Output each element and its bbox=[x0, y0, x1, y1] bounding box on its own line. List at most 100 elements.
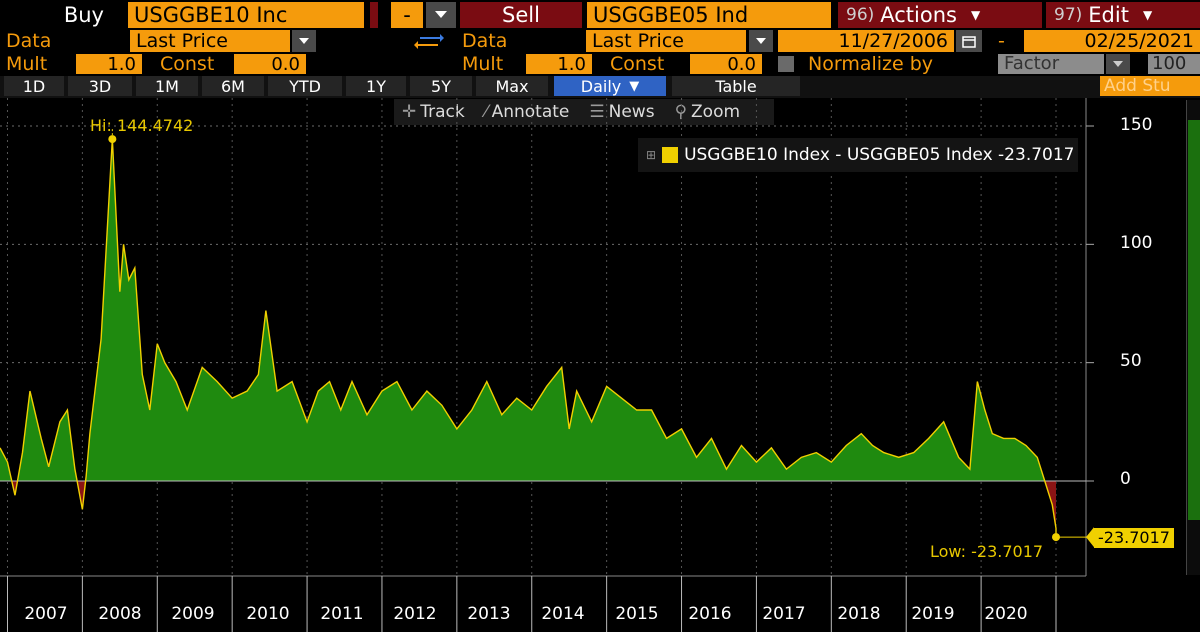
normalize-label: Normalize by bbox=[808, 53, 934, 75]
frequency-select[interactable]: Daily ▼ bbox=[554, 76, 666, 96]
calendar-icon[interactable] bbox=[956, 30, 982, 52]
data-select-right[interactable]: Last Price bbox=[586, 30, 746, 52]
normalize-select[interactable]: Factor bbox=[998, 54, 1104, 74]
const-input-left[interactable]: 0.0 bbox=[234, 54, 306, 74]
series-line bbox=[0, 139, 1057, 538]
normalize-checkbox[interactable] bbox=[778, 56, 794, 72]
y-tick-label: 0 bbox=[1120, 469, 1131, 489]
last-value-pointer bbox=[1086, 527, 1094, 548]
edit-menu[interactable]: 97) Edit ▼ bbox=[1046, 2, 1200, 28]
swap-icon[interactable] bbox=[414, 30, 444, 52]
mult-input-right[interactable]: 1.0 bbox=[526, 54, 592, 74]
table-button[interactable]: Table bbox=[672, 76, 800, 96]
data-select-left[interactable]: Last Price bbox=[130, 30, 290, 52]
chevron-down-icon bbox=[435, 11, 447, 18]
news-tool[interactable]: ☰ News bbox=[589, 102, 654, 122]
x-tick-label: 2009 bbox=[171, 604, 215, 624]
x-tick-label: 2011 bbox=[320, 604, 364, 624]
actions-number: 96) bbox=[846, 5, 875, 25]
spread-chart[interactable] bbox=[0, 98, 1200, 632]
hi-marker bbox=[108, 135, 117, 144]
chevron-down-icon: ▼ bbox=[1142, 8, 1153, 22]
track-tool[interactable]: ✛ Track bbox=[402, 102, 465, 122]
x-tick-label: 2007 bbox=[24, 604, 68, 624]
x-tick-label: 2016 bbox=[688, 604, 732, 624]
zoom-label: Zoom bbox=[691, 102, 741, 122]
low-label: Low: -23.7017 bbox=[930, 542, 1044, 561]
secondary-pane-green bbox=[1188, 120, 1200, 520]
x-tick-label: 2010 bbox=[246, 604, 290, 624]
track-label: Track bbox=[420, 102, 465, 122]
x-tick-label: 2019 bbox=[911, 604, 955, 624]
chart-marks bbox=[0, 129, 1094, 548]
edit-label: Edit bbox=[1088, 3, 1129, 27]
chart-legend[interactable]: ⊞ USGGBE10 Index - USGGBE05 Index -23.70… bbox=[638, 138, 1078, 172]
expand-icon[interactable]: ⊞ bbox=[646, 148, 657, 162]
x-tick-label: 2013 bbox=[467, 604, 511, 624]
tab-5y[interactable]: 5Y bbox=[410, 76, 472, 96]
x-tick-label: 2015 bbox=[615, 604, 659, 624]
end-date-input[interactable]: 02/25/2021 bbox=[1024, 30, 1200, 52]
tab-ytd[interactable]: YTD bbox=[268, 76, 342, 96]
x-tick-label: 2014 bbox=[541, 604, 585, 624]
sell-label: Sell bbox=[460, 2, 582, 28]
data-select-right-dropdown[interactable] bbox=[749, 30, 773, 52]
normalize-dropdown[interactable] bbox=[1106, 54, 1130, 74]
add-study-input[interactable]: Add Stu bbox=[1100, 76, 1200, 96]
last-value-tag: -23.7017 bbox=[1094, 528, 1174, 548]
data-label-left: Data bbox=[6, 30, 52, 52]
edit-number: 97) bbox=[1054, 5, 1083, 25]
chart-area bbox=[0, 139, 1086, 538]
pencil-icon: ⁄ bbox=[484, 102, 488, 122]
actions-menu[interactable]: 96) Actions ▼ bbox=[838, 2, 1042, 28]
operator-select[interactable]: - bbox=[391, 2, 423, 28]
x-tick-label: 2017 bbox=[762, 604, 806, 624]
y-tick-label: 150 bbox=[1120, 115, 1153, 135]
const-input-right[interactable]: 0.0 bbox=[690, 54, 762, 74]
frequency-label: Daily bbox=[580, 76, 622, 96]
positive-area bbox=[0, 139, 1056, 481]
x-tick-label: 2012 bbox=[393, 604, 437, 624]
actions-label: Actions bbox=[880, 3, 957, 27]
const-label-left: Const bbox=[160, 53, 215, 75]
chevron-down-icon bbox=[1113, 60, 1123, 67]
data-select-left-dropdown[interactable] bbox=[292, 30, 316, 52]
start-date-input[interactable]: 11/27/2006 bbox=[778, 30, 954, 52]
tab-1m[interactable]: 1M bbox=[136, 76, 198, 96]
tab-1d[interactable]: 1D bbox=[4, 76, 64, 96]
date-separator: - bbox=[998, 30, 1005, 52]
x-tick-label: 2018 bbox=[837, 604, 881, 624]
mult-label-right: Mult bbox=[462, 53, 504, 75]
chevron-down-icon bbox=[299, 37, 309, 44]
annotate-label: Annotate bbox=[491, 102, 570, 122]
mult-label-left: Mult bbox=[6, 53, 48, 75]
legend-swatch bbox=[662, 147, 679, 163]
y-tick-label: 100 bbox=[1120, 233, 1153, 253]
legend-label: USGGBE10 Index - USGGBE05 Index -23.7017 bbox=[684, 145, 1075, 165]
x-tick-label: 2008 bbox=[98, 604, 142, 624]
chevron-down-icon bbox=[756, 37, 766, 44]
buy-label: Buy bbox=[0, 1, 126, 29]
x-tick-label: 2020 bbox=[984, 604, 1028, 624]
buy-ticker-input[interactable]: USGGBE10 Inc bbox=[128, 2, 364, 28]
magnifier-icon: ⚲ bbox=[674, 102, 688, 122]
sell-ticker-input[interactable]: USGGBE05 Ind bbox=[587, 2, 831, 28]
annotate-tool[interactable]: ⁄ Annotate bbox=[485, 102, 570, 122]
data-label-right: Data bbox=[462, 30, 508, 52]
chevron-down-icon: ▼ bbox=[970, 8, 981, 22]
chevron-down-icon: ▼ bbox=[629, 78, 640, 94]
tab-1y[interactable]: 1Y bbox=[346, 76, 406, 96]
normalize-amount-input[interactable]: 100 bbox=[1148, 54, 1200, 74]
tab-3d[interactable]: 3D bbox=[68, 76, 132, 96]
const-label-right: Const bbox=[610, 53, 665, 75]
buy-ticker-divider bbox=[370, 2, 378, 28]
tab-6m[interactable]: 6M bbox=[202, 76, 264, 96]
tab-max[interactable]: Max bbox=[476, 76, 548, 96]
crosshair-icon: ✛ bbox=[402, 102, 417, 122]
zoom-tool[interactable]: ⚲ Zoom bbox=[675, 102, 740, 122]
operator-dropdown-button[interactable] bbox=[426, 2, 456, 28]
news-icon: ☰ bbox=[589, 102, 605, 122]
news-label: News bbox=[608, 102, 655, 122]
hi-label: Hi: 144.4742 bbox=[90, 116, 194, 135]
mult-input-left[interactable]: 1.0 bbox=[76, 54, 142, 74]
